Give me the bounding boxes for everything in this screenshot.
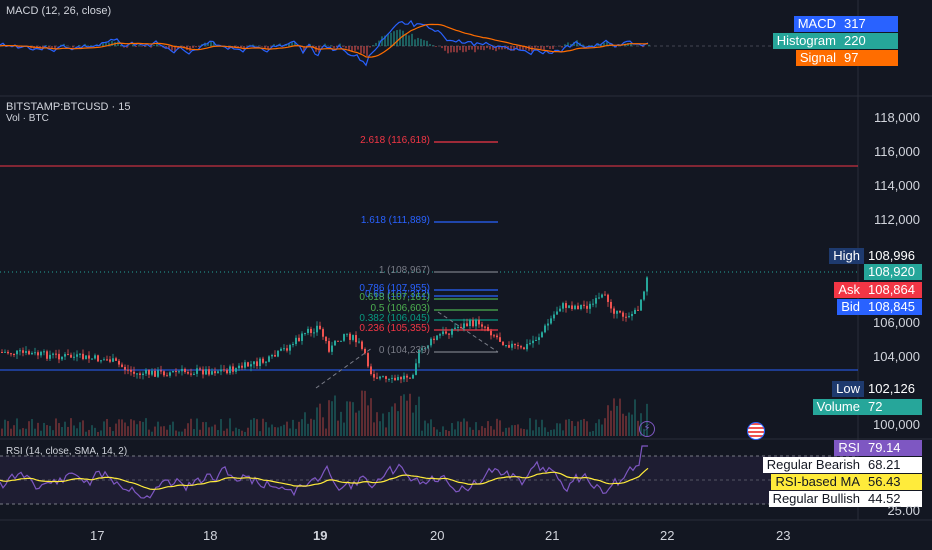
value-tag: Regular Bearish 68.21 [762,457,922,473]
tag-value: 79.14 [864,440,922,456]
fib-trend-line[interactable] [315,347,373,389]
tag-label: Bid [837,299,864,315]
price-axis-label: 106,000 [873,315,920,330]
fib-extension-drawing[interactable] [434,141,498,353]
tag-value: 44.52 [864,491,922,507]
value-tag: MACD 317 [793,16,898,32]
time-axis-label: 18 [203,528,218,543]
us-flag-icon[interactable] [747,422,765,440]
time-axis-label: 19 [313,528,328,543]
tag-label: Signal [795,50,840,66]
fib-level-label: 1.618 (111,889) [360,215,430,226]
tag-label: MACD [793,16,840,32]
tag-label: Histogram [772,33,840,49]
price-axis-label: 100,000 [873,417,920,432]
fib-level-label: 0.618 (107,161) [359,292,430,303]
value-tag: RSI-based MA 56.43 [771,474,922,490]
tag-value: 97 [840,50,898,66]
value-tag: Low 102,126 [832,381,922,397]
fib-level-label: 0.382 (106,045) [359,313,430,324]
tag-value: 317 [840,16,898,32]
tag-value: 56.43 [864,474,922,490]
fib-level-label: 2.618 (116,618) [360,135,430,146]
value-tag: 108,920 [864,264,922,280]
symbol-title[interactable]: BITSTAMP:BTCUSD · 15 [6,101,131,113]
rsi-ma-line [0,467,649,491]
tag-label: Ask [834,282,864,298]
tag-value: 108,845 [864,299,922,315]
volume-title: Vol · BTC [6,113,49,124]
tag-value: 108,864 [864,282,922,298]
rsi-line [0,445,648,499]
price-axis-label: 114,000 [873,178,920,193]
tag-value: 220 [840,33,898,49]
tag-label: Regular Bearish [762,457,864,473]
price-axis-label: 116,000 [873,144,920,159]
price-axis-label: 118,000 [873,110,920,125]
fib-level-label: 0.65 (107,312) [364,289,430,300]
rsi-axis-label: 25.00 [887,503,920,518]
volume-bars [1,390,648,436]
tag-label: High [829,248,864,264]
time-axis-label: 22 [660,528,675,543]
value-tag: RSI 79.14 [834,440,922,456]
tag-value: 68.21 [864,457,922,473]
time-axis-label: 21 [545,528,560,543]
time-axis-label: 20 [430,528,445,543]
fib-level-label: 0 (104,239) [378,345,430,356]
fib-level-label: 0.5 (106,603) [370,303,431,314]
fib-trend-line-2[interactable] [437,311,499,353]
price-axis-label: 112,000 [873,212,920,227]
tag-label: Regular Bullish [768,491,864,507]
value-tag: Ask 108,864 [834,282,922,298]
fib-level-label: 0.236 (105,355) [359,323,430,334]
tag-label: RSI [834,440,864,456]
tag-label: RSI-based MA [771,474,864,490]
time-axis-label: 23 [776,528,791,543]
tag-value: 72 [864,399,922,415]
value-tag: High 108,996 [829,248,922,264]
rsi-title: RSI (14, close, SMA, 14, 2) [6,446,128,457]
macd-title: MACD (12, 26, close) [6,5,112,17]
fib-level-label: 0.786 (107,955) [359,283,430,294]
signal-line [0,23,649,58]
tag-value: 108,996 [864,248,922,264]
tag-label: Low [832,381,864,397]
candlesticks [1,276,648,384]
value-tag: Volume 72 [812,399,922,415]
value-tag: Regular Bullish 44.52 [768,491,922,507]
macd-line [0,19,649,67]
fib-level-label: 1 (108,967) [378,265,430,276]
tag-value: 108,920 [864,264,922,280]
value-tag: Bid 108,845 [837,299,922,315]
tag-label: Volume [812,399,864,415]
value-tag: Histogram 220 [772,33,898,49]
price-axis-label: 104,000 [873,349,920,364]
tag-value: 102,126 [864,381,922,397]
lightning-icon[interactable]: ⚡ [639,421,655,437]
value-tag: Signal 97 [795,50,898,66]
time-axis-label: 17 [90,528,105,543]
